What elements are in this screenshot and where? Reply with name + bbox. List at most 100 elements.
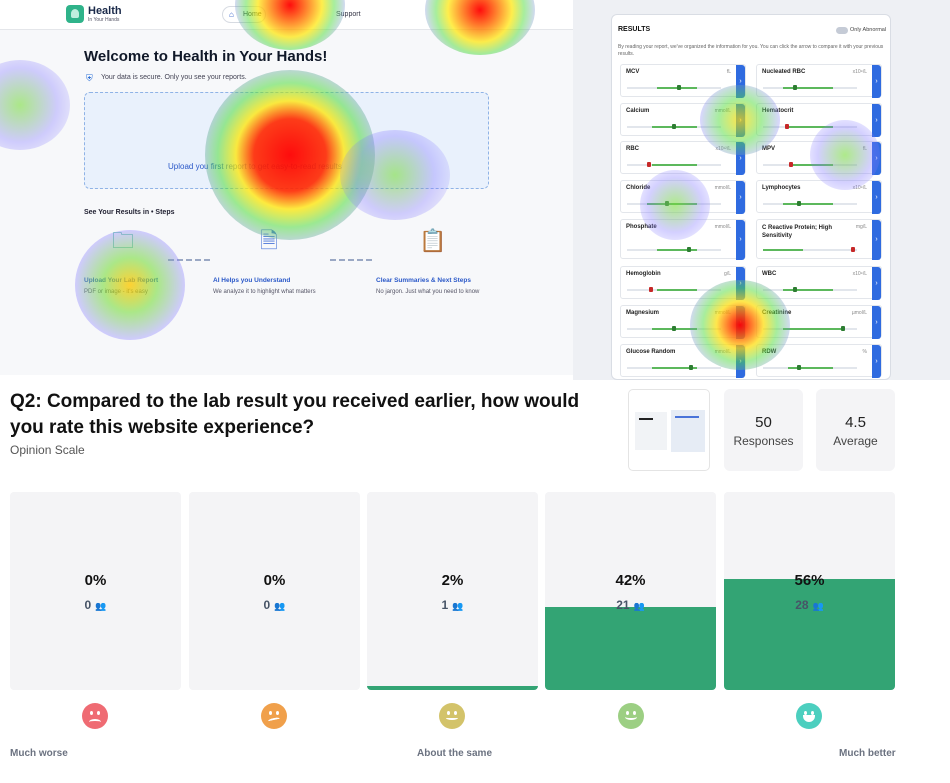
lab-card[interactable]: Calcium mmol/L › [620, 103, 746, 137]
chevron-right-icon[interactable]: › [736, 306, 745, 339]
lab-name: Glucose Random [626, 349, 676, 355]
lab-card[interactable]: C Reactive Protein; High Sensitivity mg/… [756, 219, 882, 260]
lab-unit: fL [862, 146, 867, 152]
lab-card[interactable]: Chloride mmol/L › [620, 180, 746, 214]
lab-name: Chloride [626, 185, 651, 191]
lab-card[interactable]: Creatinine µmol/L › [756, 305, 882, 339]
chevron-right-icon[interactable]: › [872, 306, 881, 339]
lab-name: Lymphocytes [762, 185, 801, 191]
lab-card[interactable]: Lymphocytes x10⁹/L › [756, 180, 882, 214]
scale-label-left: Much worse [10, 748, 68, 759]
scale-option-1[interactable]: 0% 0 👥 [10, 492, 181, 690]
lab-card[interactable]: Phosphate mmol/L › [620, 219, 746, 260]
secure-note: Your data is secure. Only you see your r… [101, 74, 247, 81]
abnormal-toggle[interactable] [836, 27, 848, 34]
lab-card[interactable]: Magnesium mmol/L › [620, 305, 746, 339]
unsure-face-icon [261, 703, 287, 729]
scale-option-4[interactable]: 42% 21 👥 [545, 492, 716, 690]
lab-unit: x10⁹/L [852, 185, 867, 191]
range-bar [627, 326, 721, 331]
range-bar [627, 247, 721, 252]
scale-option-2[interactable]: 0% 0 👥 [189, 492, 360, 690]
lab-card[interactable]: RBC x10¹²/L › [620, 141, 746, 175]
lab-unit: mmol/L [714, 185, 731, 191]
scale-option-3[interactable]: 2% 1 👥 [367, 492, 538, 690]
chevron-right-icon[interactable]: › [872, 142, 881, 175]
lab-name: Nucleated RBC [762, 69, 806, 75]
range-bar [763, 365, 857, 370]
lab-unit: mmol/L [714, 108, 731, 114]
lab-card[interactable]: Hemoglobin g/L › [620, 266, 746, 300]
option-percent: 2% [441, 572, 464, 589]
range-bar [763, 326, 857, 331]
lab-unit: mmol/L [714, 310, 731, 316]
nav-support[interactable]: Support [336, 11, 361, 18]
step-title: Clear Summaries & Next Steps [376, 277, 472, 284]
chevron-right-icon[interactable]: › [872, 104, 881, 137]
range-bar [763, 162, 857, 167]
scale-label-right: Much better [839, 748, 896, 759]
chevron-right-icon[interactable]: › [736, 181, 745, 214]
range-bar [627, 124, 721, 129]
responses-stat: 50 Responses [724, 389, 803, 471]
step-title: Upload Your Lab Report [84, 277, 159, 284]
option-count: 0 👥 [84, 598, 107, 612]
lab-name: Hemoglobin [626, 271, 661, 277]
upload-text: Upload you first report to get easy-to-r… [168, 162, 342, 171]
lab-name: Creatinine [762, 310, 792, 316]
chevron-right-icon[interactable]: › [872, 267, 881, 300]
screenshot-thumbnail[interactable] [628, 389, 710, 471]
logo-icon [66, 5, 84, 23]
lab-name: C Reactive Protein; High Sensitivity [762, 225, 833, 239]
average-stat: 4.5 Average [816, 389, 895, 471]
chevron-right-icon[interactable]: › [736, 65, 745, 98]
bar-fill [367, 686, 538, 690]
chevron-right-icon[interactable]: › [872, 345, 881, 378]
upload-dropzone[interactable] [84, 92, 489, 189]
chevron-right-icon[interactable]: › [736, 220, 745, 260]
chevron-right-icon[interactable]: › [736, 267, 745, 300]
lab-name: WBC [762, 271, 777, 277]
chevron-right-icon[interactable]: › [736, 345, 745, 378]
option-count: 28 👥 [795, 598, 824, 612]
lab-card[interactable]: Hematocrit › [756, 103, 882, 137]
range-bar [627, 287, 721, 292]
lab-card[interactable]: MPV fL › [756, 141, 882, 175]
chevron-right-icon[interactable]: › [736, 142, 745, 175]
lab-unit: g/L [724, 271, 731, 277]
step-title: AI Helps you Understand [213, 277, 291, 284]
lab-card[interactable]: Glucose Random mmol/L › [620, 344, 746, 378]
chevron-right-icon[interactable]: › [736, 104, 745, 137]
clipboard-icon: 📋 [419, 228, 447, 253]
lab-card[interactable]: Nucleated RBC x10⁹/L › [756, 64, 882, 98]
people-icon: 👥 [812, 601, 824, 611]
range-bar [763, 287, 857, 292]
option-count: 21 👥 [616, 598, 645, 612]
step-connector [330, 259, 372, 261]
lab-card[interactable]: RDW % › [756, 344, 882, 378]
question-title: Q2: Compared to the lab result you recei… [10, 391, 580, 438]
lab-card[interactable]: WBC x10⁹/L › [756, 266, 882, 300]
scale-option-5[interactable]: 56% 28 👥 [724, 492, 895, 690]
option-percent: 0% [84, 572, 107, 589]
option-percent: 0% [263, 572, 286, 589]
option-percent: 42% [615, 572, 646, 589]
chevron-right-icon[interactable]: › [872, 220, 881, 260]
steps-title: See Your Results in • Steps [84, 209, 175, 216]
step-desc: No jargon. Just what you need to know [376, 289, 480, 295]
neutral-face-icon [439, 703, 465, 729]
lab-name: RDW [762, 349, 777, 355]
people-icon: 👥 [452, 601, 464, 611]
chevron-right-icon[interactable]: › [872, 65, 881, 98]
step-desc: We analyze it to highlight what matters [213, 289, 316, 295]
range-bar [627, 162, 721, 167]
lab-unit: x10⁹/L [852, 271, 867, 277]
range-bar [763, 85, 857, 90]
lab-name: Phosphate [626, 224, 657, 230]
lab-card[interactable]: MCV fL › [620, 64, 746, 98]
range-bar [627, 85, 721, 90]
chevron-right-icon[interactable]: › [872, 181, 881, 214]
range-bar [763, 201, 857, 206]
range-bar [763, 247, 857, 252]
lab-name: MCV [626, 69, 640, 75]
